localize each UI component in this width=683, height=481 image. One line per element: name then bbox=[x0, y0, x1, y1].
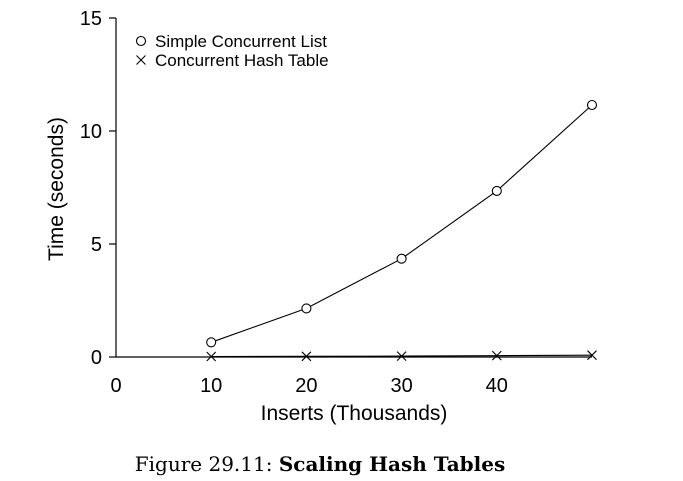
data-point bbox=[206, 337, 217, 348]
legend-marker bbox=[135, 35, 147, 47]
caption-prefix: Figure 29.11: bbox=[134, 452, 273, 476]
data-point bbox=[301, 351, 312, 362]
axes bbox=[109, 17, 592, 358]
x-tick-label: 0 bbox=[110, 375, 121, 397]
x-tick-label: 20 bbox=[295, 375, 317, 397]
y-tick-label: 10 bbox=[80, 121, 102, 143]
data-point bbox=[587, 350, 597, 361]
y-tick-label: 15 bbox=[80, 8, 102, 30]
figure-caption: Figure 29.11: Scaling Hash Tables bbox=[0, 452, 640, 476]
y-tick-label: 5 bbox=[91, 234, 102, 256]
x-tick-label: 10 bbox=[200, 375, 222, 397]
caption-title: Scaling Hash Tables bbox=[278, 452, 506, 476]
data-point bbox=[301, 303, 312, 314]
series-1 bbox=[206, 99, 598, 348]
legend-marker bbox=[136, 55, 146, 65]
data-point bbox=[206, 351, 217, 362]
x-axis-label: Inserts (Thousands) bbox=[261, 402, 448, 425]
y-axis-label: Time (seconds) bbox=[45, 117, 68, 261]
data-point bbox=[491, 185, 502, 196]
legend-label: Concurrent Hash Table bbox=[155, 51, 329, 70]
x-tick-label: 40 bbox=[486, 375, 508, 397]
x-tick-label: 30 bbox=[390, 375, 412, 397]
tick-labels: 0 5 10 15 0 10 20 30 40 bbox=[80, 8, 508, 397]
legend-label: Simple Concurrent List bbox=[155, 32, 327, 51]
legend-item: Simple Concurrent List bbox=[135, 32, 327, 51]
data-point bbox=[396, 253, 407, 264]
data-point bbox=[491, 350, 502, 361]
data-point bbox=[396, 351, 407, 361]
y-tick-label: 0 bbox=[91, 347, 102, 369]
data-point bbox=[586, 99, 598, 111]
legend-item: Concurrent Hash Table bbox=[136, 51, 329, 70]
series-line bbox=[211, 104, 593, 343]
data-series bbox=[206, 99, 598, 362]
series-2 bbox=[206, 350, 597, 362]
